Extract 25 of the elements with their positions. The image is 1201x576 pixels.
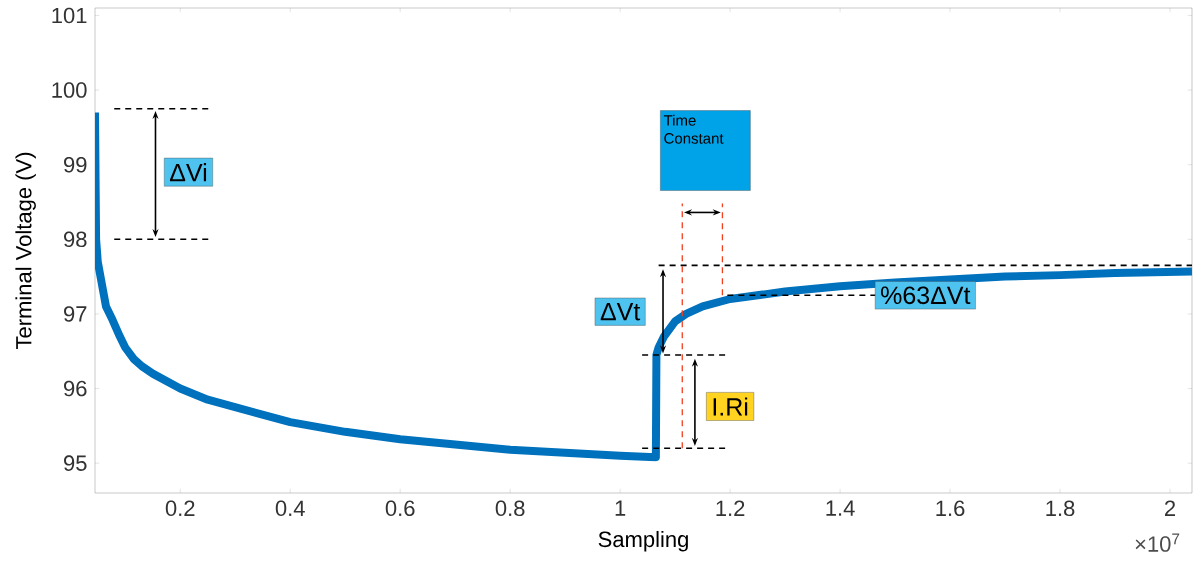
x-tick-label: 1.6 <box>936 500 965 517</box>
x-tick-label: 0.4 <box>275 500 305 517</box>
x-tick-label: 2 <box>1165 500 1176 516</box>
x-tick-label: 1.4 <box>826 500 855 516</box>
x-tick-label: 0.2 <box>165 500 195 517</box>
x-tick-label: 0.6 <box>385 500 415 517</box>
y-tick-label: 97 <box>64 306 87 322</box>
annotation: Time Constant <box>663 114 724 144</box>
y-tick-label: 100 <box>52 82 87 98</box>
y-axis-title: Terminal Voltage (V) <box>15 152 36 350</box>
y-tick-label: 99 <box>64 156 87 173</box>
x-tick-label: 1.2 <box>716 500 745 516</box>
y-tick-label: 95 <box>64 455 87 471</box>
annotation: ΔVi <box>169 163 207 182</box>
text: ×10$^{7}$ <box>1135 533 1180 552</box>
x-axis-title: Sampling <box>598 530 688 552</box>
y-tick-label: 96 <box>64 380 87 397</box>
ref-line-label: %63ΔVt <box>881 286 971 305</box>
annotation: ΔVt <box>600 302 641 321</box>
annotation: I.Ri <box>713 397 748 416</box>
y-tick-label: 98 <box>64 231 87 248</box>
y-tick-label: 101 <box>52 7 87 24</box>
x-tick-label: 0.8 <box>495 500 525 517</box>
x-tick-label: 1.8 <box>1046 500 1075 517</box>
x-tick-label: 1 <box>615 500 626 516</box>
